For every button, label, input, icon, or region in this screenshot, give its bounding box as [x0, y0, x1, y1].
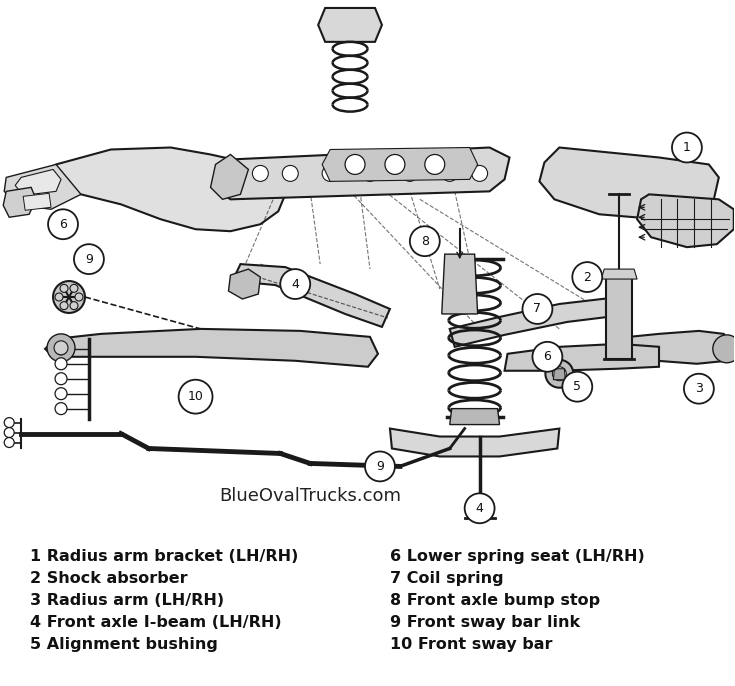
- Circle shape: [545, 359, 573, 388]
- Text: 1 Radius arm bracket (LH/RH): 1 Radius arm bracket (LH/RH): [30, 549, 298, 564]
- Text: 5: 5: [573, 380, 581, 393]
- Circle shape: [55, 403, 67, 414]
- Polygon shape: [553, 369, 565, 380]
- Circle shape: [465, 493, 495, 523]
- Polygon shape: [322, 147, 478, 181]
- Text: 9: 9: [85, 252, 93, 265]
- Circle shape: [60, 302, 68, 309]
- Circle shape: [345, 154, 365, 174]
- Polygon shape: [637, 194, 734, 247]
- Circle shape: [385, 154, 405, 174]
- Polygon shape: [607, 331, 731, 364]
- Circle shape: [713, 335, 735, 363]
- Polygon shape: [15, 169, 61, 196]
- Polygon shape: [229, 269, 260, 299]
- Circle shape: [47, 334, 75, 362]
- Circle shape: [684, 374, 714, 403]
- Circle shape: [573, 262, 602, 292]
- Polygon shape: [232, 264, 390, 327]
- Polygon shape: [4, 165, 81, 209]
- Text: 3 Radius arm (LH/RH): 3 Radius arm (LH/RH): [30, 593, 224, 608]
- Polygon shape: [606, 274, 632, 359]
- Text: 5 Alignment bushing: 5 Alignment bushing: [30, 637, 218, 652]
- Circle shape: [70, 285, 78, 292]
- Circle shape: [70, 302, 78, 309]
- Text: BlueOvalTrucks.com: BlueOvalTrucks.com: [219, 487, 401, 506]
- Circle shape: [322, 165, 338, 181]
- Polygon shape: [41, 147, 285, 231]
- Text: 4 Front axle I-beam (LH/RH): 4 Front axle I-beam (LH/RH): [30, 615, 282, 630]
- Circle shape: [55, 388, 67, 400]
- Text: 7: 7: [534, 303, 542, 316]
- Circle shape: [362, 165, 378, 181]
- Circle shape: [55, 343, 67, 355]
- Polygon shape: [24, 193, 51, 211]
- Circle shape: [280, 269, 310, 299]
- Polygon shape: [318, 8, 382, 42]
- Circle shape: [523, 294, 553, 324]
- Text: 4: 4: [476, 501, 484, 514]
- Polygon shape: [450, 409, 500, 425]
- Text: 6: 6: [543, 351, 551, 364]
- Text: 2 Shock absorber: 2 Shock absorber: [30, 571, 187, 586]
- Circle shape: [54, 341, 68, 355]
- Text: 6: 6: [59, 217, 67, 230]
- Text: 10 Front sway bar: 10 Front sway bar: [390, 637, 553, 652]
- Circle shape: [4, 427, 14, 438]
- Text: 9 Front sway bar link: 9 Front sway bar link: [390, 615, 580, 630]
- Circle shape: [179, 380, 212, 414]
- Circle shape: [553, 367, 567, 381]
- Circle shape: [425, 154, 445, 174]
- Circle shape: [4, 438, 14, 447]
- Circle shape: [532, 342, 562, 372]
- Polygon shape: [450, 297, 624, 347]
- Text: 6 Lower spring seat (LH/RH): 6 Lower spring seat (LH/RH): [390, 549, 645, 564]
- Circle shape: [48, 209, 78, 239]
- Text: 8: 8: [421, 235, 429, 248]
- Circle shape: [672, 132, 702, 163]
- Circle shape: [4, 418, 14, 427]
- Text: 4: 4: [291, 278, 299, 291]
- Polygon shape: [504, 344, 659, 370]
- Polygon shape: [601, 269, 637, 279]
- Circle shape: [472, 165, 487, 181]
- Text: 8 Front axle bump stop: 8 Front axle bump stop: [390, 593, 600, 608]
- Circle shape: [410, 226, 440, 256]
- Circle shape: [53, 281, 85, 313]
- Text: 9: 9: [376, 460, 384, 473]
- Circle shape: [252, 165, 268, 181]
- Polygon shape: [539, 147, 719, 220]
- Circle shape: [75, 293, 83, 301]
- Polygon shape: [390, 429, 559, 456]
- Circle shape: [402, 165, 417, 181]
- Circle shape: [282, 165, 298, 181]
- Text: 7 Coil spring: 7 Coil spring: [390, 571, 503, 586]
- Circle shape: [55, 358, 67, 370]
- Polygon shape: [215, 147, 509, 200]
- Polygon shape: [45, 329, 378, 367]
- Polygon shape: [210, 154, 248, 200]
- Text: 10: 10: [187, 390, 204, 403]
- Polygon shape: [3, 187, 36, 217]
- Text: 2: 2: [584, 270, 591, 283]
- Circle shape: [562, 372, 592, 401]
- Text: 3: 3: [695, 382, 703, 395]
- Circle shape: [55, 372, 67, 385]
- Circle shape: [60, 285, 68, 292]
- Circle shape: [365, 451, 395, 482]
- Circle shape: [442, 165, 458, 181]
- Circle shape: [55, 293, 63, 301]
- Polygon shape: [442, 254, 478, 314]
- Text: 1: 1: [683, 141, 691, 154]
- Circle shape: [74, 244, 104, 274]
